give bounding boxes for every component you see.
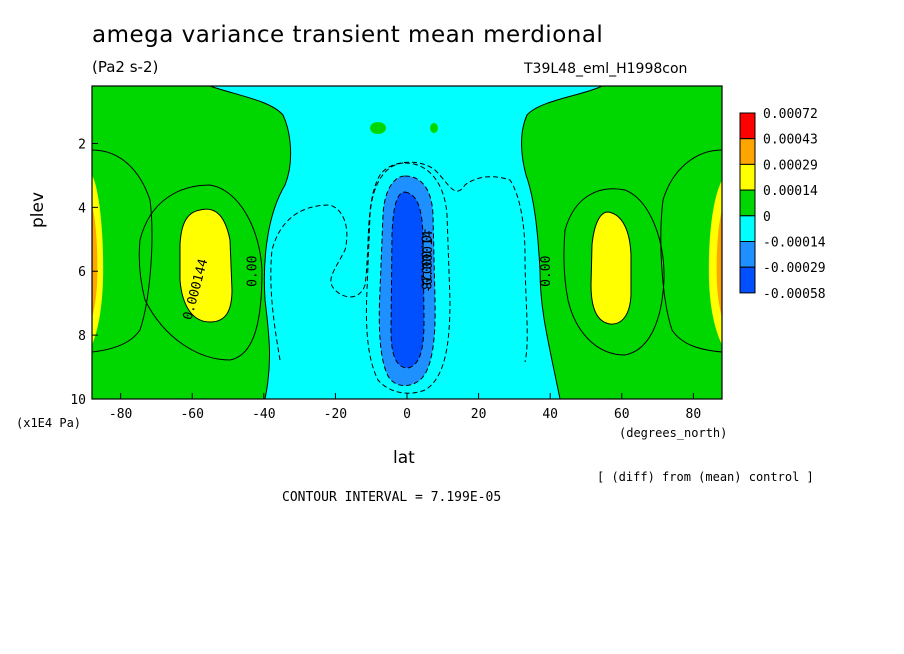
x-tick-label: 80	[686, 407, 702, 422]
x-tick-label: -20	[324, 407, 347, 422]
y-tick-label: 4	[78, 201, 86, 216]
x-axis-units: (degrees_north)	[619, 426, 728, 440]
fill-small-island-left	[370, 122, 386, 134]
contour-negative-strong	[390, 191, 425, 369]
x-tick-label: -40	[252, 407, 275, 422]
x-tick-label: -60	[180, 407, 203, 422]
chart-units: (Pa2 s-2)	[92, 58, 159, 76]
y-tick-label: 8	[78, 329, 86, 344]
contour-zero-left	[209, 86, 292, 399]
contour-label: -0.00028	[417, 227, 432, 290]
colorbar-swatch	[739, 266, 756, 294]
fill-positive-left	[180, 209, 232, 322]
fill-small-island-right	[430, 123, 438, 133]
fill-negative-strong	[391, 192, 424, 368]
fill-edge-right-orange	[716, 210, 722, 318]
contour-positive-left-far	[92, 149, 153, 353]
colorbar: 0.00072 0.00043 0.00029 0.00014 0 -0.00014 -0.…	[739, 107, 826, 302]
colorbar-swatch	[739, 112, 756, 140]
fill-edge-right-yellow	[708, 180, 722, 345]
chart-title: amega variance transient mean merdional	[92, 22, 604, 48]
colorbar-swatch	[739, 138, 756, 165]
contour-positive-left-inner	[179, 208, 233, 323]
colorbar-label: 0.00043	[763, 133, 818, 148]
y-tick-label: 6	[78, 265, 86, 280]
colorbar-label: -0.00058	[763, 287, 826, 302]
colorbar-swatch	[739, 241, 756, 268]
contour-negative-mid	[378, 175, 436, 386]
contour-interval: CONTOUR INTERVAL = 7.199E-05	[282, 490, 502, 505]
colorbar-swatch	[739, 163, 756, 191]
fill-edge-left-orange	[92, 205, 98, 318]
y-axis-units: (x1E4 Pa)	[16, 416, 82, 430]
contour-label: 0.00	[539, 256, 554, 287]
x-tick-label: -80	[109, 407, 132, 422]
contour-positive-right-inner	[590, 211, 632, 325]
contour-positive-left-outer	[138, 184, 263, 361]
contour-label: -0.00014	[421, 230, 436, 293]
contour-positive-right-outer	[563, 188, 665, 356]
contour-fills	[92, 86, 722, 399]
y-tick-label: 2	[78, 137, 86, 152]
diff-note: [ (diff) from (mean) control ]	[597, 470, 814, 484]
contour-zero-right	[521, 86, 603, 399]
y-axis-ticks: 2 4 6 8 10	[70, 137, 98, 408]
contour-label: 0.00	[246, 256, 261, 287]
x-tick-label: 0	[403, 407, 411, 422]
contour-lines	[92, 86, 722, 399]
colorbar-swatch	[739, 215, 756, 243]
run-label: T39L48_eml_H1998con	[524, 61, 688, 77]
y-tick-label: 10	[70, 393, 86, 408]
contour-positive-right-far	[660, 149, 722, 353]
x-tick-label: 20	[471, 407, 487, 422]
x-axis-label: lat	[393, 448, 415, 468]
colorbar-label: 0.00029	[763, 158, 818, 173]
x-tick-label: 40	[542, 407, 558, 422]
x-axis-ticks: -80 -60 -40 -20 0 20 40 60 80	[109, 393, 701, 422]
colorbar-label: 0.00072	[763, 107, 818, 122]
contour-negative-wide	[270, 161, 528, 363]
colorbar-label: -0.00029	[763, 261, 826, 276]
colorbar-swatch	[739, 189, 756, 217]
colorbar-label: 0	[763, 210, 771, 225]
x-tick-label: 60	[614, 407, 630, 422]
fill-positive-right	[591, 212, 631, 325]
colorbar-label: 0.00014	[763, 184, 818, 199]
colorbar-label: -0.00014	[763, 236, 826, 251]
